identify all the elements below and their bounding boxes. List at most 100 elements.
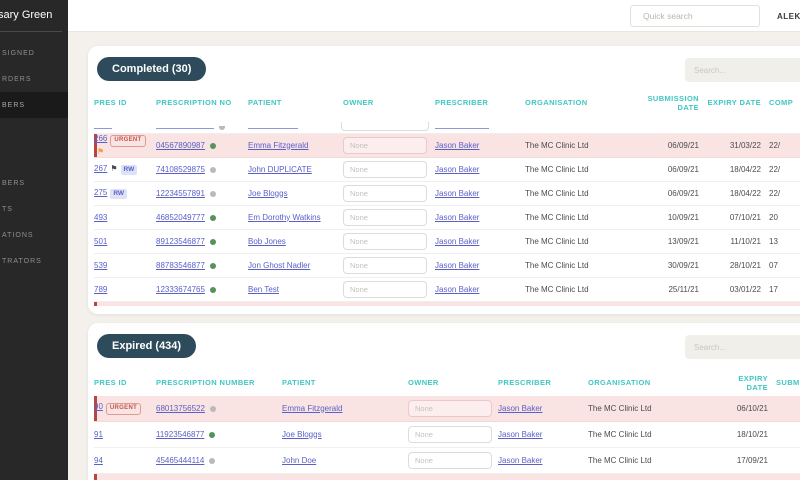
pres-id-link[interactable]: 267	[94, 163, 108, 173]
cell-owner	[408, 400, 498, 417]
cell-patient: Emma Fitzgerald	[248, 141, 343, 151]
prescriber-link[interactable]: Jason Baker	[435, 212, 480, 222]
cell-organisation: The MC Clinic Ltd	[525, 236, 589, 246]
owner-input[interactable]	[343, 137, 427, 154]
prescription-number-link[interactable]: 46852049777	[156, 212, 205, 222]
prescriber-link[interactable]: Jason Baker	[435, 140, 480, 150]
column-header: PATIENT	[248, 98, 282, 108]
patient-link[interactable]: Bob Jones	[248, 236, 286, 246]
patient-link[interactable]: Emma Fitzgerald	[282, 403, 343, 413]
patient-link[interactable]: Em Dorothy Watkins	[248, 212, 321, 222]
green-status-dot-icon	[209, 431, 216, 438]
prescriber-link[interactable]: Jason Baker	[435, 260, 480, 270]
prescription-number-link[interactable]: 88783546877	[156, 260, 205, 270]
quick-search[interactable]	[630, 5, 760, 27]
pres-id-link[interactable]: 539	[94, 260, 108, 270]
clipped-link-underline	[156, 128, 214, 129]
prescriber-link[interactable]: Jason Baker	[498, 455, 543, 465]
green-status-dot-icon	[209, 214, 216, 221]
owner-input[interactable]	[343, 209, 427, 226]
table-row	[94, 474, 800, 480]
prescriber-link[interactable]: Jason Baker	[435, 284, 480, 294]
cell-prescription-number: 68013756522	[156, 404, 282, 414]
completed-table-search-input[interactable]	[685, 58, 800, 82]
cell-pres-id: 501	[94, 237, 156, 247]
owner-input[interactable]	[408, 400, 492, 417]
pres-id-link[interactable]: 90	[94, 402, 103, 412]
sidebar-item[interactable]	[0, 144, 68, 170]
prescription-number-link[interactable]: 04567890987	[156, 140, 205, 150]
prescription-number-link[interactable]: 45465444114	[156, 455, 205, 465]
patient-link[interactable]: John Doe	[282, 455, 317, 465]
sidebar-item[interactable]: BERS	[0, 92, 68, 118]
cell-organisation: The MC Clinic Ltd	[525, 188, 589, 198]
prescriber-link[interactable]: Jason Baker	[435, 188, 480, 198]
prescription-number-link[interactable]: 12333674765	[156, 284, 205, 294]
patient-link[interactable]: Joe Bloggs	[282, 429, 322, 439]
expired-section: Expired (434) PRES ID PRESCRIPTION NUMBER…	[88, 323, 800, 480]
prescriber-link[interactable]: Jason Baker	[435, 164, 480, 174]
owner-input[interactable]	[343, 161, 427, 178]
prescription-number-link[interactable]: 68013756522	[156, 403, 205, 413]
clipped-link-underline	[435, 128, 489, 129]
owner-input[interactable]	[343, 281, 427, 298]
cell-submitted: 06/09/21	[667, 188, 699, 198]
pres-id-link[interactable]: 789	[94, 284, 108, 294]
owner-input[interactable]	[343, 257, 427, 274]
cell-patient: Joe Bloggs	[282, 430, 408, 440]
sidebar-item[interactable]	[0, 118, 68, 144]
user-menu[interactable]: ALEKSA	[777, 12, 800, 21]
sidebar-item[interactable]: TRATORS	[2, 257, 42, 265]
rw-badge: RW	[120, 164, 138, 176]
pres-id-link[interactable]: 91	[94, 429, 103, 439]
column-header: PRESCRIPTION NUMBER	[156, 378, 255, 388]
grey-status-dot-icon	[209, 190, 216, 197]
cell-completed: 17	[769, 284, 778, 294]
pres-id-link[interactable]: 493	[94, 212, 108, 222]
owner-input[interactable]	[343, 185, 427, 202]
cell-prescriber: Jason Baker	[435, 285, 525, 295]
pres-id-link[interactable]: 94	[94, 455, 103, 465]
pres-id-link[interactable]: 266	[94, 134, 108, 144]
cell-expiry: 11/10/21	[730, 236, 761, 246]
prescriber-link[interactable]: Jason Baker	[498, 429, 543, 439]
prescription-number-link[interactable]: 11923546877	[156, 429, 205, 439]
pres-id-link[interactable]: 275	[94, 187, 108, 197]
pres-id-link[interactable]: 501	[94, 236, 108, 246]
quick-search-input[interactable]	[643, 11, 754, 21]
cell-organisation: The MC Clinic Ltd	[525, 140, 589, 150]
sidebar-item[interactable]: TS	[2, 205, 13, 213]
green-status-dot-icon	[209, 262, 216, 269]
cell-organisation: The MC Clinic Ltd	[588, 429, 652, 439]
sidebar-item[interactable]: SIGNED	[2, 49, 35, 57]
owner-input[interactable]	[343, 233, 427, 250]
patient-link[interactable]: Emma Fitzgerald	[248, 140, 309, 150]
patient-link[interactable]: Joe Bloggs	[248, 188, 288, 198]
sidebar-item[interactable]: BERS	[2, 179, 26, 187]
patient-link[interactable]: Ben Test	[248, 284, 279, 294]
cell-prescriber: Jason Baker	[498, 430, 588, 440]
prescriber-link[interactable]: Jason Baker	[435, 236, 480, 246]
cell-expiry: 18/04/22	[729, 188, 761, 198]
grey-status-dot-icon	[209, 166, 216, 173]
cell-prescription-number: 11923546877	[156, 430, 282, 440]
patient-link[interactable]: John DUPLICATE	[248, 164, 312, 174]
cell-owner	[408, 426, 498, 443]
sidebar-item[interactable]: ATIONS	[2, 231, 34, 239]
cell-submitted: 25/11/21	[668, 284, 699, 294]
owner-input[interactable]	[408, 452, 492, 469]
urgent-badge: URGENT	[110, 135, 146, 147]
sidebar-item[interactable]: RDERS	[2, 75, 32, 83]
column-header: OWNER	[408, 378, 439, 388]
prescription-number-link[interactable]: 74108529875	[156, 164, 205, 174]
prescription-number-link[interactable]: 89123546877	[156, 236, 205, 246]
patient-link[interactable]: Jon Ghost Nadler	[248, 260, 311, 270]
cell-prescription-number: 88783546877	[156, 261, 248, 271]
cell-owner	[343, 185, 435, 202]
expired-table-search-input[interactable]	[685, 335, 800, 359]
owner-input[interactable]	[408, 426, 492, 443]
prescription-number-link[interactable]: 12234557891	[156, 188, 205, 198]
prescriber-link[interactable]: Jason Baker	[498, 403, 543, 413]
